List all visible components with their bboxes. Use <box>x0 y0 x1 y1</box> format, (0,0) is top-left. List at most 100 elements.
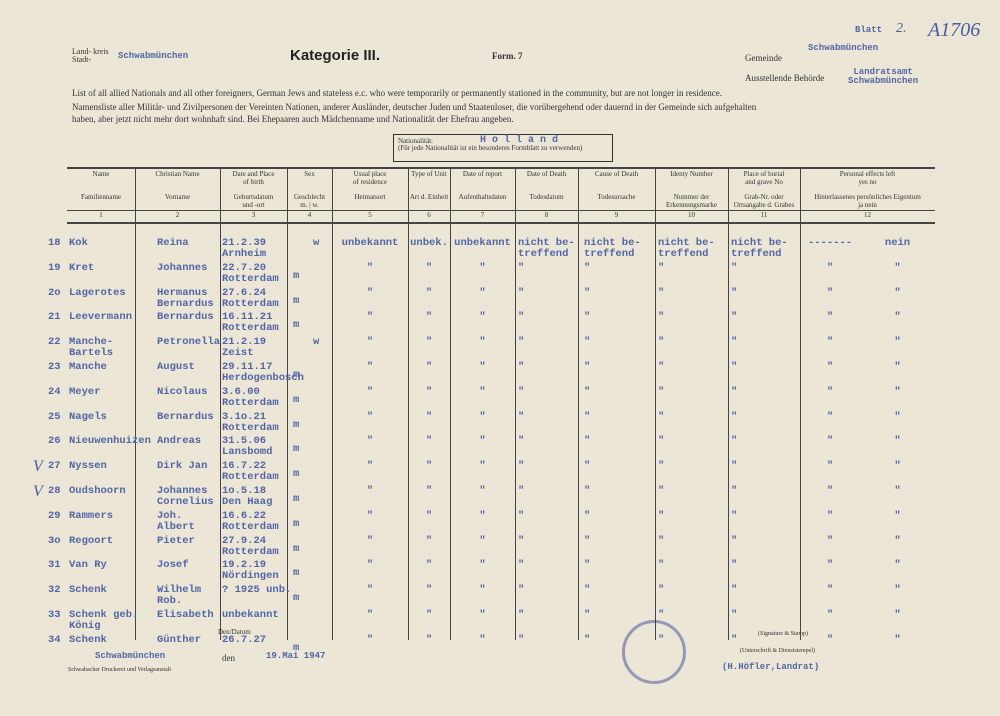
table-cell: 27.6.24 Rotterdam <box>222 286 279 310</box>
table-cell: " <box>584 261 591 274</box>
table-cell: " <box>425 559 433 572</box>
table-cell: 16.7.22 Rotterdam <box>222 460 279 484</box>
signature-label: (Signature & Stamp) <box>758 631 808 637</box>
table-cell: " <box>425 286 433 299</box>
table-cell: " <box>731 509 738 522</box>
table-cell: " <box>658 609 665 621</box>
table-cell: " <box>731 361 738 373</box>
table-cell: " <box>479 361 486 373</box>
table-cell: Bernardus <box>157 311 214 324</box>
table-cell: " <box>479 460 486 473</box>
table-cell: nicht be- treffend <box>584 237 641 261</box>
column-number: 3 <box>251 211 256 219</box>
table-cell: " <box>479 286 486 299</box>
table-cell: " <box>584 559 591 572</box>
row-number: 32 <box>48 584 61 597</box>
table-cell: " <box>658 584 665 597</box>
table-cell: " <box>479 410 486 423</box>
row-number: 21 <box>48 311 61 324</box>
column-header-en: Personal effects left yes no <box>839 170 896 186</box>
table-cell: " <box>894 385 901 398</box>
table-cell: " <box>479 509 486 522</box>
den-label: den <box>222 653 235 663</box>
row-number: 29 <box>48 509 61 522</box>
table-cell: 29.11.17 Herdogenbosch <box>222 361 304 385</box>
table-cell: Manche-Bartels <box>69 336 114 360</box>
table-cell: " <box>518 509 525 522</box>
table-cell: " <box>479 261 486 274</box>
column-header-de: Aufenthaltsdaten <box>458 193 507 201</box>
table-cell: " <box>479 584 486 597</box>
row-number: 2o <box>48 286 61 299</box>
nationality-value: H o l l a n d <box>480 135 559 146</box>
table-cell: " <box>826 410 834 423</box>
behoerde-value: Landratsamt Schwabmünchen <box>848 67 919 87</box>
table-cell: " <box>366 435 374 448</box>
column-number: 9 <box>614 211 619 219</box>
table-cell: " <box>479 385 486 398</box>
column-number: 7 <box>480 211 485 219</box>
table-cell: Nyssen <box>69 460 107 473</box>
row-number: 3o <box>48 534 61 547</box>
table-cell: " <box>658 485 665 497</box>
intro-english: List of all allied Nationals and all oth… <box>72 88 722 98</box>
table-cell: " <box>366 385 374 398</box>
table-cell: Wilhelm Rob. <box>157 584 202 608</box>
row-number: 33 <box>48 609 61 621</box>
table-cell: " <box>731 609 738 621</box>
sex-cell: m <box>293 641 300 654</box>
table-cell: " <box>894 559 901 572</box>
table-cell: " <box>518 609 525 621</box>
table-cell: " <box>366 559 374 572</box>
intro-german: Namensliste aller Militär- und Zivilpers… <box>72 102 757 125</box>
table-cell: unbekannt <box>341 237 399 249</box>
table-cell: 19.2.19 Nördingen <box>222 559 279 583</box>
column-header-en: Date of Death <box>526 170 567 178</box>
table-cell: " <box>826 633 834 646</box>
table-cell: " <box>584 435 591 448</box>
table-cell: " <box>826 311 834 324</box>
sex-cell: m <box>293 468 300 481</box>
table-cell: " <box>366 286 374 299</box>
column-header-de: Grab-Nr. oder Ortsangabe d. Grabes <box>733 193 795 209</box>
table-cell: " <box>894 261 901 274</box>
table-cell: " <box>518 336 525 349</box>
table-cell: " <box>826 509 834 522</box>
table-cell: Schenk geb. König <box>69 609 139 633</box>
table-cell: " <box>894 609 901 621</box>
table-cell: " <box>658 460 665 473</box>
table-rule <box>67 167 935 169</box>
table-cell: " <box>366 361 374 373</box>
column-rule <box>728 167 729 640</box>
table-cell: " <box>826 609 834 621</box>
table-cell: " <box>425 509 433 522</box>
table-cell: " <box>366 485 374 497</box>
table-cell: " <box>479 485 486 497</box>
sex-cell: m <box>293 567 300 580</box>
sex-cell: m <box>293 393 300 406</box>
column-header-en: Date of report <box>462 170 503 178</box>
row-number: 26 <box>48 435 61 448</box>
row-number: 31 <box>48 559 61 572</box>
row-number: 24 <box>48 385 61 398</box>
table-cell: ------- <box>807 237 853 249</box>
table-cell: nicht be- treffend <box>658 237 715 261</box>
table-cell: " <box>584 485 591 497</box>
table-cell: " <box>366 584 374 597</box>
check-mark: V <box>33 458 43 476</box>
table-cell: 22.7.20 Rotterdam <box>222 261 279 285</box>
table-cell: " <box>658 286 665 299</box>
table-cell: Oudshoorn <box>69 485 126 497</box>
file-number: A1706 <box>928 19 981 41</box>
column-header-en: Sex <box>304 170 315 178</box>
table-cell: " <box>366 633 374 646</box>
table-cell: " <box>826 435 834 448</box>
column-header-en: Christian Name <box>155 170 200 178</box>
table-cell: " <box>826 286 834 299</box>
table-cell: " <box>894 410 901 423</box>
table-cell: " <box>425 534 433 547</box>
table-cell: 3.6.00 Rotterdam <box>222 385 279 409</box>
column-rule <box>220 167 221 640</box>
column-header-en: Type of Unit <box>411 170 447 178</box>
table-cell: " <box>479 534 486 547</box>
